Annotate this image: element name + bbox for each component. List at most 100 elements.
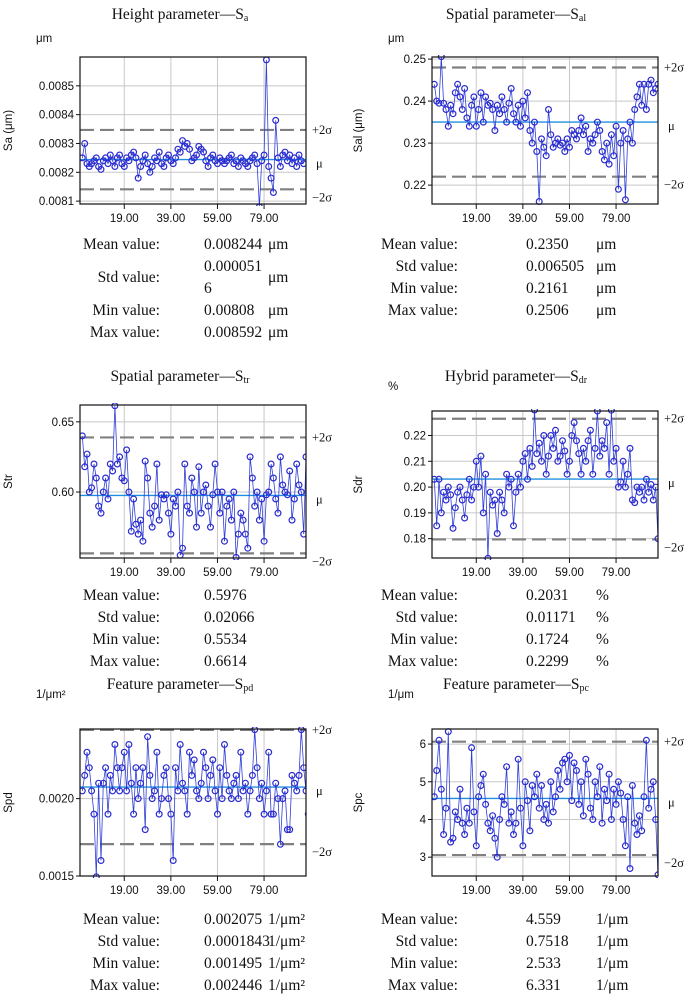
data-point bbox=[85, 764, 93, 772]
data-point bbox=[533, 148, 541, 156]
data-point bbox=[593, 118, 601, 126]
x-tick-label: 59.00 bbox=[203, 567, 232, 579]
data-point bbox=[295, 771, 303, 779]
stat-value: 0.0001843 bbox=[204, 933, 270, 950]
panel-sa: Height parameter—Sa 19.00 39.00 59.00 79.00… bbox=[0, 0, 348, 341]
data-point bbox=[638, 827, 646, 835]
title-subscript: al bbox=[578, 13, 587, 24]
data-point bbox=[216, 509, 224, 517]
data-point bbox=[435, 99, 443, 107]
y-tick-label: 0.25 bbox=[404, 54, 426, 66]
data-point bbox=[512, 819, 520, 827]
data-point bbox=[633, 93, 641, 101]
panel-title: Feature parameter—Spc bbox=[342, 676, 690, 694]
data-point bbox=[232, 771, 240, 779]
data-point bbox=[517, 804, 525, 812]
data-point bbox=[514, 755, 522, 763]
data-point bbox=[512, 488, 520, 496]
data-point bbox=[607, 131, 615, 139]
stat-value: 0.002446 bbox=[204, 977, 263, 994]
plot-area bbox=[432, 729, 658, 876]
data-point bbox=[477, 781, 485, 789]
data-point bbox=[167, 810, 175, 818]
stat-unit: % bbox=[596, 653, 609, 670]
data-point bbox=[241, 779, 249, 787]
stat-value: 0.008244 bbox=[204, 236, 263, 253]
stat-unit: % bbox=[596, 631, 609, 648]
data-point bbox=[552, 426, 560, 434]
y-axis-label: Sa (μm) bbox=[3, 110, 15, 151]
data-point bbox=[540, 816, 548, 824]
data-point bbox=[237, 748, 245, 756]
data-point bbox=[598, 819, 606, 827]
data-point bbox=[465, 122, 473, 130]
data-point bbox=[447, 101, 455, 109]
data-point bbox=[290, 779, 298, 787]
data-point bbox=[470, 483, 478, 491]
data-point bbox=[526, 126, 534, 134]
data-point bbox=[470, 808, 478, 816]
data-point bbox=[624, 793, 632, 801]
data-point bbox=[218, 795, 226, 803]
data-point bbox=[269, 810, 277, 818]
data-point bbox=[214, 810, 222, 818]
data-point bbox=[148, 523, 156, 531]
data-point bbox=[605, 160, 613, 168]
stat-value: 0.2031 bbox=[526, 587, 569, 604]
data-point bbox=[514, 470, 522, 478]
stat-value: 0.1724 bbox=[526, 631, 569, 648]
data-point bbox=[484, 819, 492, 827]
data-point bbox=[563, 135, 571, 143]
mean-label: μ bbox=[316, 492, 323, 506]
stats-table: Mean value: 0.5976 Std value: 0.02066 Min va… bbox=[0, 587, 348, 677]
stat-unit: μm bbox=[596, 280, 617, 297]
title-text: Feature parameter—S bbox=[443, 676, 580, 693]
data-point bbox=[111, 163, 119, 171]
unit-label: μm bbox=[388, 33, 404, 45]
x-tick-label: 59.00 bbox=[555, 567, 584, 579]
data-point bbox=[482, 470, 490, 478]
stat-value: 0.5534 bbox=[204, 631, 247, 648]
data-point bbox=[288, 771, 296, 779]
mean-label: μ bbox=[316, 157, 323, 171]
stat-label: Min value: bbox=[92, 302, 160, 319]
title-subscript: dr bbox=[578, 375, 588, 386]
y-axis-label: Sdr bbox=[353, 475, 365, 493]
data-point bbox=[102, 764, 110, 772]
data-point bbox=[127, 779, 135, 787]
y-tick-label: 0.0083 bbox=[39, 138, 74, 150]
data-point bbox=[500, 800, 508, 808]
data-point bbox=[596, 763, 604, 771]
data-point bbox=[521, 450, 529, 458]
data-point bbox=[155, 516, 163, 524]
x-tick-label: 59.00 bbox=[555, 885, 584, 897]
data-point bbox=[260, 151, 268, 159]
x-tick-label: 59.00 bbox=[555, 213, 584, 225]
unit-label: % bbox=[388, 381, 398, 393]
y-tick-label: 3 bbox=[420, 852, 426, 864]
data-point bbox=[234, 795, 242, 803]
data-point bbox=[158, 795, 166, 803]
unit-label: 1/μm bbox=[388, 689, 414, 701]
data-point bbox=[505, 819, 513, 827]
panel-title: Spatial parameter—Str bbox=[0, 368, 360, 386]
chart-sa: 19.00 39.00 59.00 79.00 0.0081 0.0082 0.0083 0.… bbox=[3, 33, 332, 225]
data-point bbox=[545, 452, 553, 460]
stats-table: Mean value: 0.2350 μm Std value: 0.006505 μm M… bbox=[348, 236, 696, 346]
data-point bbox=[276, 840, 284, 848]
data-point bbox=[535, 804, 543, 812]
stat-value: 0.006505 bbox=[526, 258, 585, 275]
panel-sdr: Hybrid parameter—Sdr 19.00 39.00 59.00 79.0… bbox=[348, 368, 696, 670]
stat-label: Std value: bbox=[395, 933, 458, 950]
data-point bbox=[531, 118, 539, 126]
data-point bbox=[120, 748, 128, 756]
data-point bbox=[265, 163, 273, 171]
data-point bbox=[600, 444, 608, 452]
data-point bbox=[293, 787, 301, 795]
y-tick-label: 0.60 bbox=[52, 487, 74, 499]
data-point bbox=[92, 154, 100, 162]
y-tick-label: 0.0015 bbox=[39, 871, 74, 883]
title-subscript: pc bbox=[579, 683, 589, 694]
data-point bbox=[456, 93, 464, 101]
data-point bbox=[582, 755, 590, 763]
